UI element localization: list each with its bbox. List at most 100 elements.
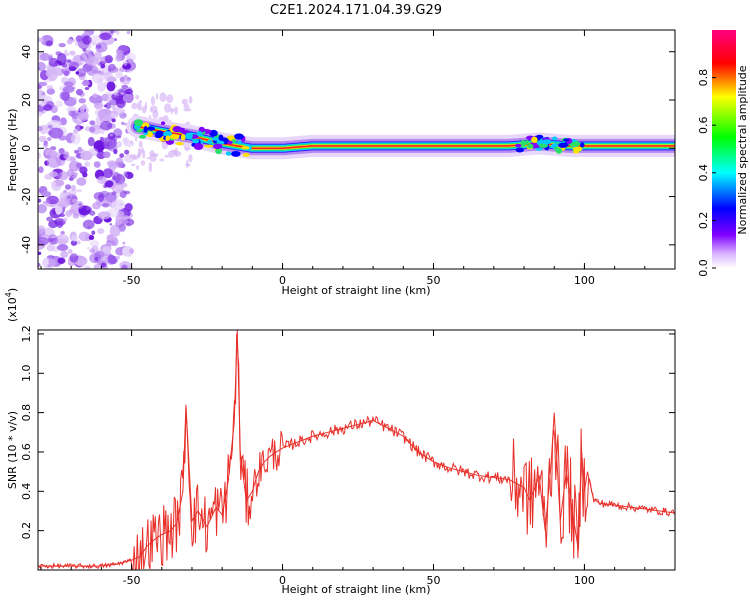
colorbar-tick-label: 0.2 — [697, 212, 710, 230]
noise-blob — [100, 120, 113, 131]
noise-blob — [121, 84, 129, 89]
noise-blob — [115, 49, 124, 56]
noise-blob — [100, 129, 105, 135]
noise-blob — [105, 102, 112, 110]
noise-blob — [64, 184, 72, 190]
noise-blob — [123, 60, 128, 66]
noise-blob — [72, 198, 78, 203]
ridge-blob — [225, 151, 232, 156]
snr-multiplier-exp: 4 — [4, 292, 13, 297]
x-tick-label: 100 — [574, 574, 595, 587]
noise-blob — [89, 94, 104, 104]
noise-blob — [188, 154, 193, 163]
noise-blob — [50, 181, 57, 185]
noise-blob — [96, 150, 106, 160]
noise-blob — [84, 265, 91, 269]
noise-blob — [81, 80, 90, 87]
spectrogram-frame — [37, 29, 676, 270]
noise-blob — [63, 217, 68, 222]
noise-blob — [80, 150, 93, 161]
ridge-blob — [535, 147, 543, 151]
noise-blob — [79, 126, 84, 130]
noise-blob — [114, 55, 123, 62]
x-tick-label: -50 — [123, 574, 141, 587]
snr-multiplier-base: (x10 — [6, 297, 19, 322]
noise-blob — [56, 53, 67, 66]
noise-blob — [126, 30, 131, 35]
snr-multiplier: (x104) — [4, 288, 19, 322]
noise-blob — [123, 140, 135, 148]
noise-blob — [120, 121, 125, 125]
noise-blob — [64, 81, 74, 87]
noise-blob — [56, 220, 64, 228]
noise-blob — [68, 208, 76, 214]
ridge-blob — [161, 121, 166, 126]
ridge-blob — [204, 144, 214, 148]
noise-blob — [124, 123, 128, 126]
noise-blob — [124, 149, 130, 155]
noise-blob — [125, 52, 137, 62]
colorbar-gradient — [712, 30, 736, 268]
noise-blob — [38, 61, 47, 72]
noise-blob — [58, 43, 66, 48]
ridge-blob — [227, 140, 233, 145]
noise-blob — [49, 171, 58, 178]
noise-blob — [75, 88, 84, 96]
noise-blob — [76, 177, 87, 186]
noise-blob — [135, 94, 140, 100]
noise-blob — [68, 61, 80, 70]
y-tick-label: 1.2 — [20, 325, 33, 343]
ridge-blob — [185, 132, 193, 140]
noise-blob — [64, 49, 68, 53]
ridge-blob — [193, 143, 204, 150]
y-tick-label: 0.8 — [20, 404, 33, 422]
noise-blob — [58, 237, 67, 247]
noise-blob — [123, 77, 130, 84]
noise-blob — [71, 234, 78, 242]
noise-blob — [183, 107, 192, 112]
noise-blob — [55, 100, 64, 108]
noise-blob — [183, 104, 190, 109]
noise-blob — [65, 155, 73, 162]
noise-blob — [89, 240, 100, 248]
noise-blob — [84, 161, 90, 168]
noise-blob — [111, 30, 117, 34]
snr-axes: -50 0 50 100 0.2 0.4 0.6 0.8 1.0 1.2 — [20, 325, 676, 587]
noise-blob — [122, 93, 134, 103]
noise-blob — [92, 202, 101, 210]
ridge-blob — [215, 147, 222, 155]
noise-blob — [44, 148, 56, 160]
colorbar-tick-label: 0.6 — [697, 116, 710, 134]
noise-blob — [97, 81, 106, 92]
noise-blob — [105, 194, 117, 202]
noise-blob — [78, 203, 82, 206]
noise-blob — [82, 48, 87, 52]
x-tick-label: 50 — [426, 574, 440, 587]
ridge-blob — [143, 126, 148, 133]
ridge-blob — [175, 142, 184, 146]
noise-blob — [58, 171, 69, 181]
noise-blob — [108, 63, 116, 72]
noise-blob — [47, 125, 53, 129]
noise-blob — [42, 257, 56, 269]
noise-blob — [66, 59, 72, 63]
noise-blob — [61, 234, 66, 240]
noise-blob — [74, 149, 79, 154]
spectrogram-xlabel: Height of straight line (km) — [281, 284, 430, 297]
noise-blob — [78, 205, 92, 214]
svg-text:(x104): (x104) — [4, 288, 19, 322]
noise-blob — [106, 81, 116, 92]
noise-blob — [69, 174, 77, 179]
noise-blob — [41, 91, 46, 96]
noise-blob — [129, 248, 135, 254]
snr-frame — [37, 329, 676, 571]
ridge-blob — [196, 130, 203, 137]
noise-blob — [100, 71, 105, 76]
noise-blob — [122, 241, 126, 245]
noise-blob — [38, 135, 47, 143]
noise-blob — [174, 106, 178, 115]
noise-blob — [56, 200, 68, 208]
noise-blob — [119, 76, 126, 83]
